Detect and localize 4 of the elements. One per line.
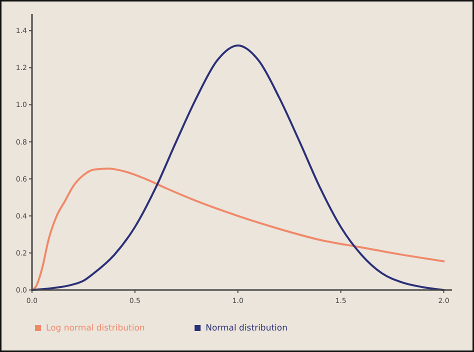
- legend-label: Log normal distribution: [46, 323, 145, 334]
- line-series: [31, 44, 445, 291]
- legend-label: Normal distribution: [206, 323, 288, 334]
- line-series: [31, 168, 445, 291]
